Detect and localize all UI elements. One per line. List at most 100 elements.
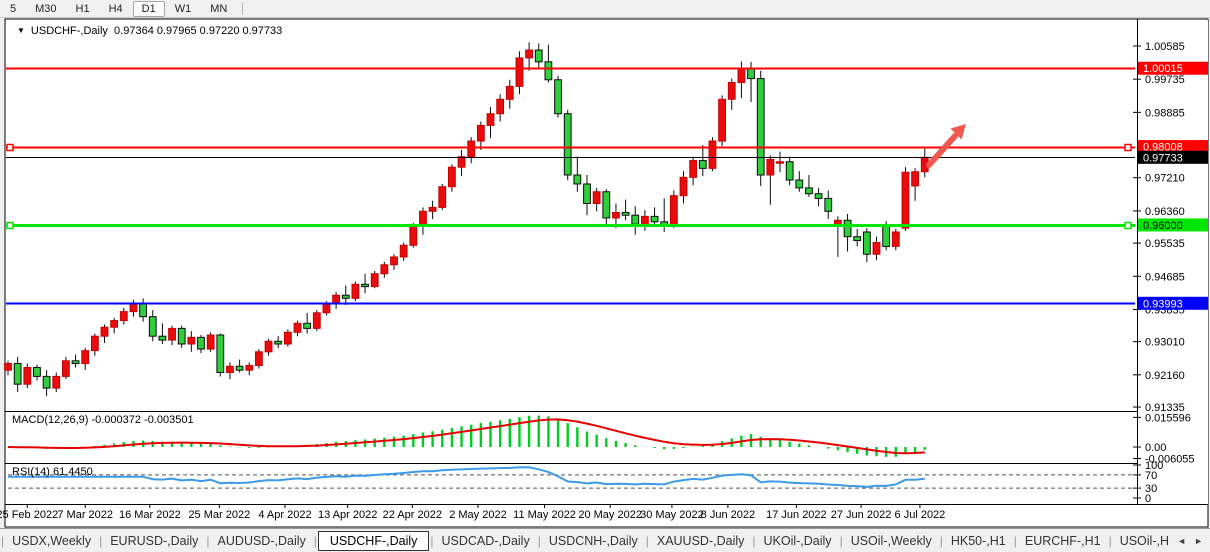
timeframe-button-mn[interactable]: MN <box>210 2 228 15</box>
svg-text:0.98008: 0.98008 <box>1143 142 1183 154</box>
candle-body <box>322 303 331 314</box>
tab-separator: | <box>1108 533 1112 548</box>
candle-body <box>4 363 12 371</box>
tab-separator: | <box>839 533 843 548</box>
hline-handle[interactable] <box>1124 221 1132 230</box>
candle-body <box>206 334 215 350</box>
candle-body <box>52 375 61 389</box>
chart-tab-bar: | USDX,Weekly | EURUSD-,Daily | AUDUSD-,Daily… <box>0 528 1210 552</box>
chart-window-frame <box>4 18 1209 528</box>
candle-body <box>419 210 427 227</box>
timeframe-button-w1[interactable]: W1 <box>174 2 192 15</box>
tab-eurchf-h1[interactable]: EURCHF-,H1 <box>1024 533 1101 548</box>
candle-body <box>177 327 186 345</box>
candle-body <box>650 215 659 223</box>
chart-canvas[interactable]: 1.00585 0.99735 0.98885 0.97210 0.96360 0.955… <box>0 18 1210 528</box>
trend-arrow[interactable] <box>926 124 966 168</box>
candle-body <box>698 160 707 169</box>
chart-dropdown-icon[interactable]: ▼ <box>17 26 25 35</box>
timeframe-button-d1[interactable]: D1 <box>132 0 165 17</box>
tab-ukoil-daily[interactable]: UKOil-,Daily <box>763 533 832 548</box>
timeframe-button-5[interactable]: 5 <box>10 2 17 15</box>
date-label: 4 Apr 2022 <box>258 509 311 521</box>
candle-body <box>312 312 321 329</box>
date-label: 25 Mar 2022 <box>188 509 250 521</box>
date-label: 20 May 2022 <box>578 509 642 521</box>
tab-usdcnh-daily[interactable]: USDCNH-,Daily <box>548 533 638 548</box>
price-tick-label: 0.95535 <box>1145 238 1185 250</box>
rsi-indicator-label: RSI(14) 61.4450 <box>12 466 93 478</box>
hline-support-0.96000[interactable] <box>6 221 1135 230</box>
candle-body <box>361 283 369 288</box>
candle-body <box>563 113 572 176</box>
candle-body <box>245 364 254 371</box>
candle-body <box>42 375 51 389</box>
candle-body <box>862 231 871 255</box>
tab-usoil-h[interactable]: USOil-,H <box>1119 533 1169 548</box>
date-label: 11 May 2022 <box>513 509 576 521</box>
price-tick-label: 0.99735 <box>1145 74 1185 86</box>
candle-body <box>409 225 418 246</box>
tab-xauusd-daily[interactable]: XAUUSD-,Daily <box>656 533 745 548</box>
date-label: 16 Mar 2022 <box>119 509 181 521</box>
price-tick-label: 1.00585 <box>1145 41 1185 53</box>
tab-separator: | <box>206 533 210 548</box>
timeframe-button-h4[interactable]: H4 <box>108 2 123 15</box>
candle-body <box>448 166 456 188</box>
price-tick-label: 0.92160 <box>1145 370 1185 382</box>
candle-body <box>90 335 99 352</box>
candle-body <box>168 327 176 341</box>
candle-body <box>399 244 408 258</box>
timeframe-button-m30[interactable]: M30 <box>35 2 57 15</box>
tab-audusd-daily[interactable]: AUDUSD-,Daily <box>217 533 306 548</box>
candle-body <box>341 294 350 299</box>
candle-body <box>235 365 244 371</box>
candle-body <box>467 140 476 158</box>
candle-body <box>255 351 263 366</box>
tab-usdchf-daily[interactable]: USDCHF-,Daily <box>317 530 430 551</box>
date-axis: 25 Feb 2022 7 Mar 2022 16 Mar 2022 25 Mar 2… <box>0 504 945 521</box>
date-label: 13 Apr 2022 <box>318 509 377 521</box>
candle-body <box>901 171 910 229</box>
tab-scroll-left-icon[interactable]: ◄ <box>1177 535 1187 546</box>
candle-body <box>197 336 205 350</box>
tab-usdcad-daily[interactable]: USDCAD-,Daily <box>441 533 530 548</box>
price-tick-label: 0.98885 <box>1145 107 1185 119</box>
candle-body <box>583 183 591 204</box>
candle-body <box>641 215 649 225</box>
candle-body <box>669 195 678 227</box>
candle-body <box>795 179 804 189</box>
candle-body <box>602 191 611 219</box>
date-label: 8 Jun 2022 <box>701 509 755 521</box>
tab-hk50-h1[interactable]: HK50-,H1 <box>950 533 1006 548</box>
candle-body <box>843 219 852 238</box>
candle-body <box>631 214 640 225</box>
candle-body <box>119 311 128 322</box>
date-label: 6 Jul 2022 <box>895 509 946 521</box>
tab-usdx-weekly[interactable]: USDX,Weekly <box>12 533 92 548</box>
candle-body <box>872 242 881 255</box>
hline-handle[interactable] <box>6 221 14 230</box>
candle-body <box>534 49 543 63</box>
candle-body <box>23 366 32 385</box>
candle-body <box>554 79 562 115</box>
tab-separator: | <box>313 533 317 548</box>
price-label-0.93993: 0.93993 <box>1138 296 1208 310</box>
date-label: 27 Jun 2022 <box>831 509 892 521</box>
date-label: 22 Apr 2022 <box>383 509 442 521</box>
date-label: 30 May 2022 <box>640 509 704 521</box>
price-tick-label: 0.91335 <box>1145 402 1185 414</box>
candle-body <box>544 61 553 81</box>
candle-body <box>62 360 70 377</box>
svg-text:0.97733: 0.97733 <box>1143 152 1183 164</box>
candle-body <box>428 206 437 212</box>
timeframe-button-h1[interactable]: H1 <box>75 2 90 15</box>
tab-eurusd-daily[interactable]: EURUSD-,Daily <box>110 533 199 548</box>
tab-usoil-weekly[interactable]: USOil-,Weekly <box>850 533 932 548</box>
candle-body <box>911 171 920 187</box>
candle-body <box>515 57 524 87</box>
toolbar-divider <box>242 2 244 15</box>
hline-handle[interactable] <box>1124 143 1132 152</box>
tab-scroll-right-icon[interactable]: ► <box>1194 535 1203 546</box>
hline-handle[interactable] <box>6 143 14 152</box>
